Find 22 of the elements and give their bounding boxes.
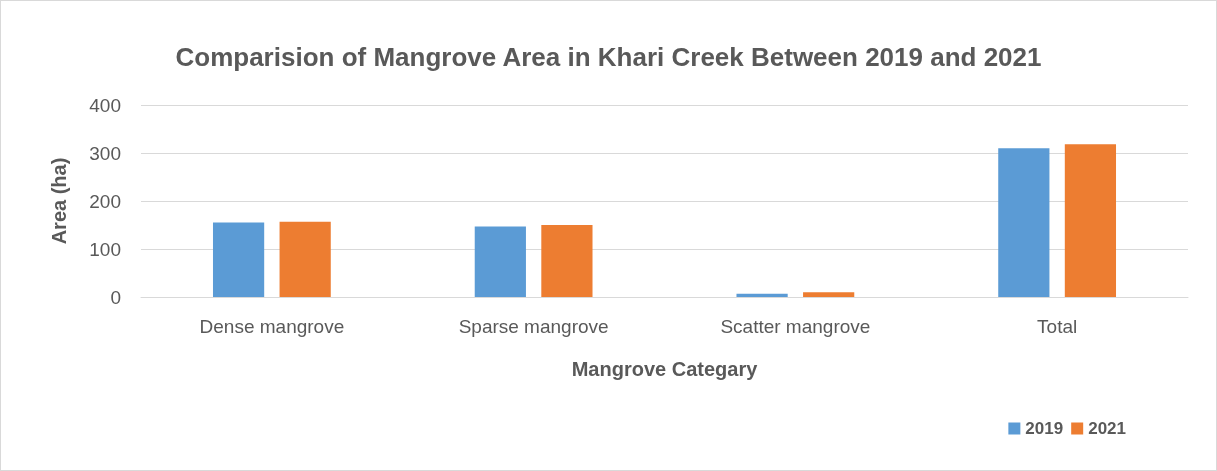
bar bbox=[998, 148, 1050, 297]
y-tick-label: 400 bbox=[89, 94, 121, 116]
x-tick-label: Scatter mangrove bbox=[720, 316, 871, 337]
y-tick-label: 100 bbox=[89, 238, 121, 260]
legend-label: 2019 bbox=[1025, 419, 1064, 438]
y-axis-title: Area (ha) bbox=[48, 157, 70, 245]
chart-title: Comparision of Mangrove Area in Khari Creek Between 2019 and 2021 bbox=[175, 42, 1042, 72]
x-tick-label: Total bbox=[1037, 316, 1078, 337]
x-tick-label: Dense mangrove bbox=[199, 316, 345, 337]
y-tick-label: 300 bbox=[89, 142, 121, 164]
bar bbox=[803, 292, 855, 297]
bar bbox=[736, 293, 788, 297]
y-tick-label: 200 bbox=[89, 190, 121, 212]
bar bbox=[1064, 144, 1117, 297]
x-tick-label: Sparse mangrove bbox=[458, 316, 609, 337]
x-axis-title: Mangrove Categary bbox=[571, 358, 759, 380]
bar bbox=[541, 225, 593, 297]
y-tick-label: 0 bbox=[110, 286, 121, 308]
bar bbox=[212, 222, 265, 297]
bar bbox=[474, 226, 526, 297]
legend-label: 2021 bbox=[1088, 419, 1127, 438]
bar bbox=[279, 221, 331, 297]
